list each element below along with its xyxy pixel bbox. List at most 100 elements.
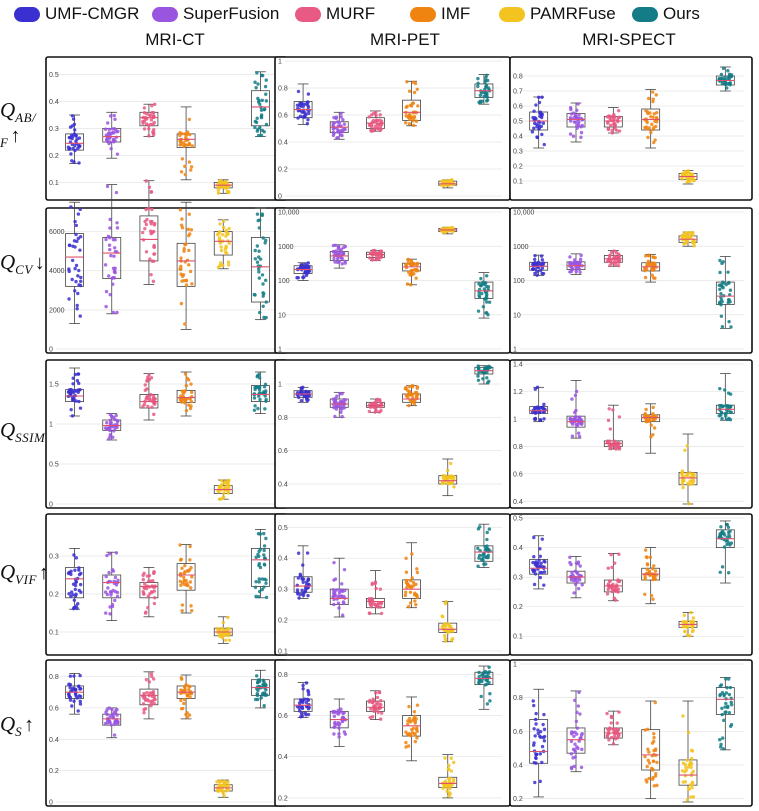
data-point-superfusion [107, 706, 111, 710]
data-point-umf-cmgr [540, 570, 544, 575]
legend-swatch-murf [295, 6, 321, 22]
data-point-ours [729, 541, 734, 545]
data-point-murf [142, 711, 146, 715]
data-point-superfusion [111, 130, 115, 135]
data-point-superfusion [333, 577, 338, 581]
data-point-imf [187, 248, 191, 253]
data-point-murf [143, 388, 147, 392]
data-point-pamrfuse [686, 730, 691, 735]
data-point-ours [484, 562, 488, 566]
data-point-ours [481, 280, 485, 285]
data-point-umf-cmgr [79, 571, 83, 576]
data-point-umf-cmgr [533, 572, 538, 576]
data-point-imf [182, 582, 187, 587]
y-tick-label: 0.2 [49, 592, 59, 599]
data-point-pamrfuse [224, 251, 229, 256]
data-point-murf [148, 257, 152, 261]
data-point-umf-cmgr [306, 690, 311, 694]
data-point-umf-cmgr [297, 706, 301, 710]
data-point-murf [617, 552, 621, 556]
data-point-umf-cmgr [77, 588, 81, 593]
data-point-superfusion [116, 578, 120, 582]
data-point-superfusion [573, 742, 577, 746]
data-point-superfusion [104, 289, 109, 294]
data-point-pamrfuse [452, 485, 456, 489]
data-point-imf [415, 729, 419, 734]
data-point-imf [189, 404, 193, 408]
data-point-pamrfuse [683, 629, 687, 634]
y-tick-label: 0 [278, 194, 282, 201]
data-point-superfusion [335, 257, 340, 261]
data-point-umf-cmgr [305, 100, 310, 104]
data-point-superfusion [107, 570, 111, 575]
data-point-ours [255, 685, 260, 689]
data-point-superfusion [111, 588, 115, 593]
data-point-imf [187, 396, 192, 400]
data-point-umf-cmgr [68, 674, 73, 678]
data-point-umf-cmgr [539, 735, 543, 739]
data-point-umf-cmgr [301, 385, 305, 390]
y-tick-label: 1 [49, 422, 53, 429]
data-point-murf [607, 738, 611, 742]
data-point-superfusion [575, 108, 579, 112]
data-point-umf-cmgr [538, 729, 543, 734]
data-point-murf [150, 674, 154, 679]
data-point-imf [651, 90, 655, 94]
data-point-superfusion [570, 397, 574, 401]
data-point-umf-cmgr [537, 127, 541, 131]
data-point-ours [486, 78, 490, 83]
data-point-umf-cmgr [69, 152, 73, 156]
data-point-murf [616, 263, 621, 268]
data-point-pamrfuse [219, 245, 223, 249]
data-point-murf [146, 206, 151, 211]
data-point-ours [729, 410, 733, 414]
data-point-umf-cmgr [301, 563, 305, 567]
data-point-ours [727, 692, 732, 697]
data-point-imf [404, 262, 408, 267]
data-point-pamrfuse [687, 176, 692, 181]
data-point-murf [374, 255, 379, 259]
data-point-murf [153, 697, 157, 702]
data-point-imf [646, 96, 651, 101]
data-point-imf [647, 253, 651, 257]
data-point-imf [410, 392, 414, 397]
data-point-imf [411, 399, 415, 403]
data-point-imf [404, 730, 408, 734]
data-point-pamrfuse [221, 225, 226, 230]
data-point-superfusion [108, 217, 112, 222]
data-point-superfusion [115, 226, 120, 230]
data-point-ours [724, 414, 728, 418]
data-point-murf [379, 249, 384, 253]
data-point-pamrfuse [221, 219, 226, 223]
data-point-murf [144, 610, 148, 614]
data-point-murf [370, 257, 375, 262]
data-point-imf [406, 258, 410, 262]
data-point-ours [484, 674, 488, 679]
data-point-murf [609, 715, 614, 720]
data-point-murf [609, 442, 613, 446]
data-point-pamrfuse [222, 481, 226, 485]
y-tick-label: 1 [513, 347, 517, 354]
data-point-superfusion [107, 243, 112, 247]
data-point-imf [407, 403, 411, 408]
data-point-murf [617, 259, 622, 263]
data-point-murf [149, 122, 153, 127]
data-point-imf [643, 275, 648, 280]
data-point-murf [150, 259, 154, 263]
box-umf-cmgr [65, 233, 84, 287]
data-point-ours [253, 257, 258, 261]
data-point-umf-cmgr [535, 562, 539, 566]
data-point-ours [256, 552, 260, 557]
data-point-murf [152, 128, 156, 132]
data-point-murf [146, 594, 150, 599]
data-point-imf [180, 279, 184, 283]
data-point-murf [145, 691, 149, 695]
data-point-murf [371, 111, 376, 116]
data-point-superfusion [115, 590, 120, 595]
data-point-ours [719, 72, 724, 77]
data-point-umf-cmgr [296, 89, 301, 94]
data-point-superfusion [569, 739, 574, 744]
data-point-murf [617, 445, 622, 450]
y-tick-label: 2000 [49, 307, 65, 314]
data-point-ours [485, 555, 490, 559]
